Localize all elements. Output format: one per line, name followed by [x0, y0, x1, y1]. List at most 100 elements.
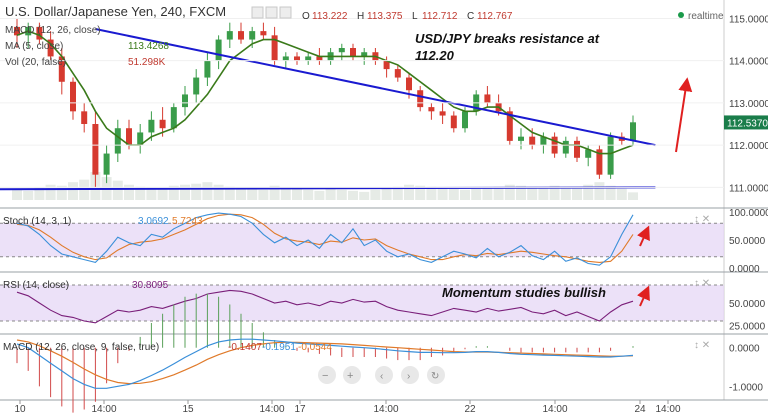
chevron-right-icon: ›: [407, 371, 410, 382]
candle-body: [630, 122, 636, 141]
price-up-arrow: [675, 77, 693, 153]
candle-body: [282, 56, 289, 61]
volume-bar: [594, 182, 605, 200]
candle-body: [193, 77, 200, 95]
settings-icon[interactable]: [265, 6, 278, 19]
candle-body: [361, 52, 368, 57]
scroll-right-button[interactable]: [401, 366, 419, 384]
volume-bar: [12, 188, 22, 200]
volume-bar: [504, 184, 515, 200]
volume-bar: [493, 186, 504, 200]
stoch-pane-controls-icon[interactable]: ↕ ✕: [694, 214, 710, 225]
time-tick-label: 10: [14, 404, 26, 415]
realtime-dot-icon: [678, 12, 684, 18]
volume-bar: [538, 187, 549, 200]
rsi-legend: RSI (14, close) 30.8095: [3, 280, 169, 291]
candle-body: [271, 35, 278, 61]
candle-body: [36, 26, 43, 40]
price-tick-label: 112.0000: [729, 141, 768, 152]
candle-body: [338, 48, 345, 53]
macd-line: [16, 338, 634, 389]
stoch-k-value: 3.0692: [138, 216, 169, 227]
study-value: 51.298K: [128, 57, 166, 68]
volume-bar: [460, 189, 470, 200]
candle-body: [316, 56, 323, 61]
time-tick-label: 14:00: [655, 404, 680, 415]
stoch-d-value: 5.7243: [172, 216, 203, 227]
volume-bar: [303, 189, 314, 200]
pane-controls[interactable]: ↕ ✕ ↕ ✕ ↕ ✕: [694, 214, 710, 351]
chart-header: U.S. Dollar/Japanese Yen, 240, FXCM O 113…: [5, 4, 724, 22]
candle-body: [394, 69, 401, 78]
close-icon[interactable]: [279, 6, 292, 19]
navigation-bar[interactable]: − + ‹ › ↻: [318, 366, 445, 384]
volume-bar: [247, 188, 258, 200]
reset-view-button[interactable]: [427, 366, 445, 384]
ohlc-value: 113.375: [367, 11, 403, 22]
header-controls[interactable]: [251, 6, 292, 19]
candle-body: [518, 136, 524, 141]
candle-body: [294, 56, 300, 61]
candle-body: [462, 111, 468, 129]
candle-body: [383, 60, 390, 70]
stoch-d-line: [16, 213, 634, 263]
candle-body: [170, 107, 177, 129]
volume-bar: [180, 184, 190, 200]
rsi-label: RSI (14, close): [3, 280, 69, 291]
macd-pane-controls-icon[interactable]: ↕ ✕: [694, 340, 710, 351]
volume-bar: [213, 184, 224, 200]
ohlc-key: L: [412, 11, 418, 22]
time-tick-label: 14:00: [259, 404, 284, 415]
volume-bar: [392, 186, 403, 200]
candle-body: [226, 31, 233, 40]
candle-body: [126, 128, 132, 146]
study-name: Vol (20, false): [5, 57, 66, 68]
zoom-out-button[interactable]: [318, 366, 336, 384]
refresh-icon: ↻: [431, 371, 439, 382]
volume-bar: [280, 187, 291, 200]
macd-legend: MACD (12, 26, close, 9, false, true) -0.…: [3, 342, 332, 353]
resistance-trendline: [95, 28, 656, 147]
candle-body: [137, 132, 144, 146]
annotation-line-2: 112.20: [415, 48, 455, 63]
stoch-tick-label: 0.0000: [729, 264, 760, 275]
ohlc-key: O: [302, 11, 310, 22]
axes: 115.0000 114.0000 113.0000 112.0000 111.0000…: [0, 14, 768, 415]
volume-bar: [404, 184, 414, 200]
eye-icon[interactable]: [251, 6, 264, 19]
rsi-band: [0, 285, 724, 321]
volume-bar: [471, 188, 482, 200]
time-tick-label: 14:00: [542, 404, 567, 415]
zoom-in-button[interactable]: [343, 366, 361, 384]
macd-signal-value: -0.0544: [298, 342, 332, 353]
last-price-label: 112.5370: [727, 118, 768, 129]
stoch-k-line: [16, 212, 634, 266]
chart-title: U.S. Dollar/Japanese Yen, 240, FXCM: [5, 4, 226, 19]
stoch-up-arrow: [637, 225, 650, 247]
rsi-value: 30.8095: [132, 280, 169, 291]
candle-body: [103, 153, 110, 175]
macd-tick-label: -1.0000: [729, 382, 763, 393]
volume-bar: [516, 185, 526, 200]
volume-bar: [45, 184, 56, 200]
volume-bar: [415, 185, 426, 200]
ma-line: [16, 30, 634, 155]
price-tick-label: 111.0000: [729, 183, 768, 194]
candle-body: [350, 48, 356, 57]
realtime-label: realtime: [688, 11, 724, 22]
candle-body: [159, 119, 166, 129]
price-tick-label: 113.0000: [729, 99, 768, 110]
volume-bar: [605, 185, 616, 200]
candle-body: [607, 136, 614, 175]
volume-bar: [269, 185, 280, 200]
volume-bar: [426, 186, 437, 200]
macd-line-value: -0.1951: [262, 342, 296, 353]
rsi-pane-controls-icon[interactable]: ↕ ✕: [694, 278, 710, 289]
candle-body: [70, 81, 76, 112]
volume-bar: [34, 187, 45, 200]
volume-bar: [56, 185, 67, 200]
rsi-tick-label: 25.0000: [729, 322, 766, 333]
scroll-left-button[interactable]: [375, 366, 393, 384]
candle-body: [148, 119, 155, 133]
volume-bar: [124, 184, 134, 200]
